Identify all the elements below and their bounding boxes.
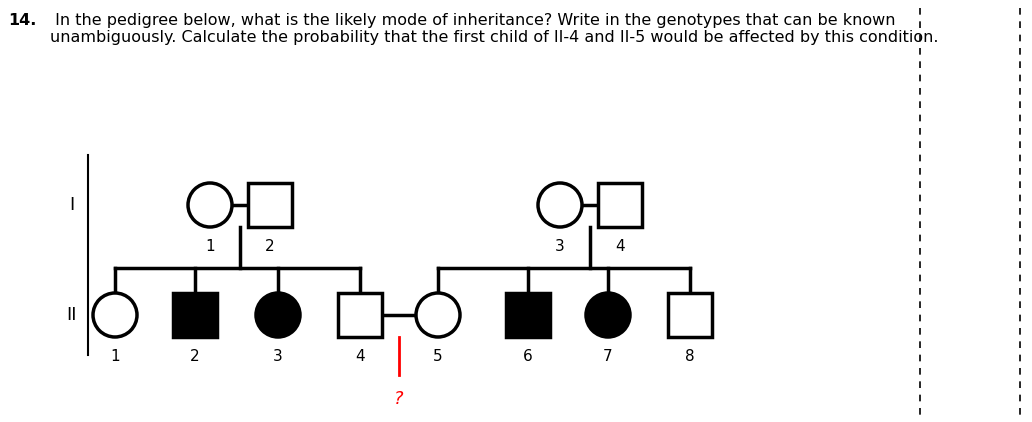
Text: 4: 4 [355,349,365,364]
Text: 2: 2 [190,349,200,364]
Text: ?: ? [394,390,404,408]
Text: 6: 6 [523,349,533,364]
Circle shape [188,183,232,227]
Text: 3: 3 [273,349,283,364]
Circle shape [93,293,137,337]
Text: 5: 5 [433,349,443,364]
Bar [598,183,642,227]
Text: 14.: 14. [8,13,36,28]
Text: II: II [67,306,77,324]
Circle shape [586,293,630,337]
Text: 1: 1 [205,239,215,254]
Text: 3: 3 [555,239,565,254]
Text: 1: 1 [110,349,120,364]
Bar [173,293,217,337]
Circle shape [538,183,582,227]
Text: 2: 2 [265,239,275,254]
Bar [338,293,382,337]
Text: 7: 7 [603,349,613,364]
Bar [506,293,550,337]
Text: 8: 8 [685,349,695,364]
Circle shape [416,293,460,337]
Bar [668,293,712,337]
Text: I: I [69,196,74,214]
Circle shape [256,293,300,337]
Text: 4: 4 [615,239,624,254]
Text: In the pedigree below, what is the likely mode of inheritance? Write in the geno: In the pedigree below, what is the likel… [50,13,938,45]
Bar [248,183,292,227]
